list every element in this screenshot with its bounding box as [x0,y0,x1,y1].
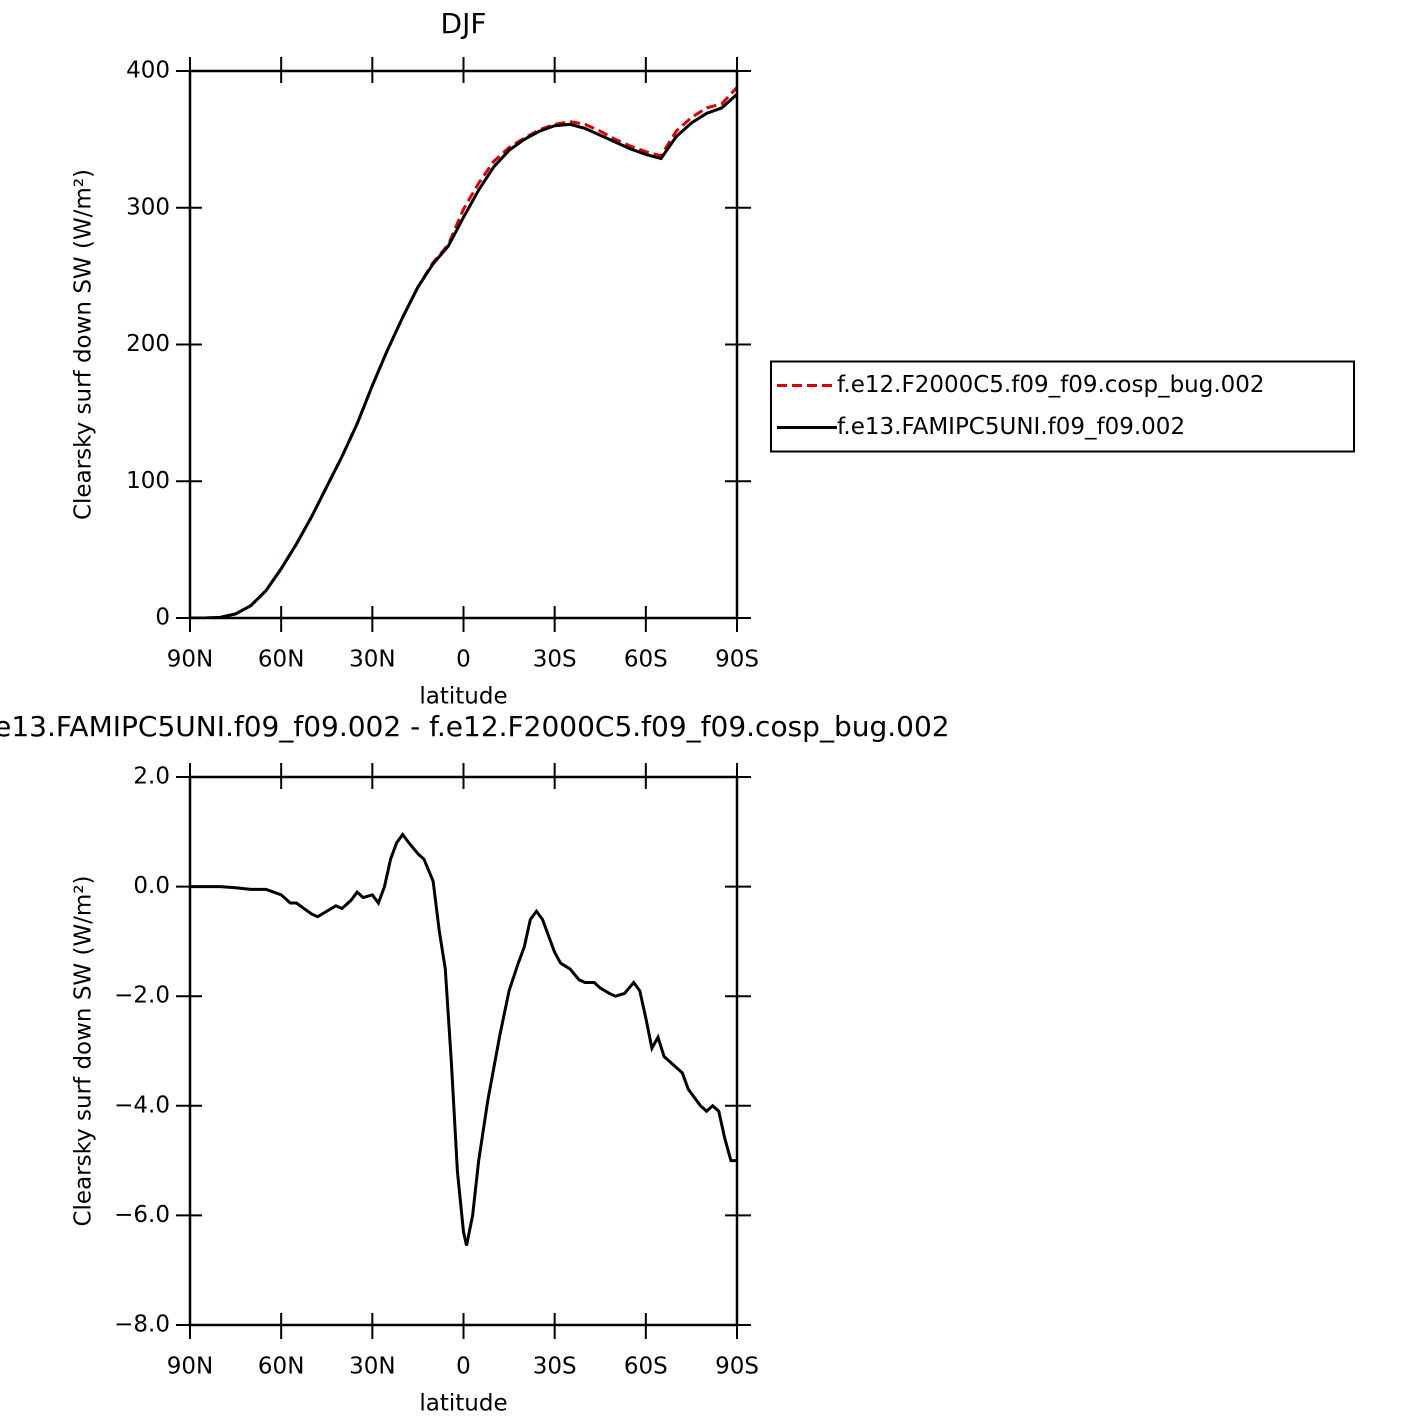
legend-label: f.e12.F2000C5.f09_f09.cosp_bug.002 [837,372,1265,398]
data-line [190,832,737,1246]
x-tick-label: 30S [533,1354,577,1380]
y-tick-label: 0.0 [133,873,170,899]
x-axis-label: latitude [419,1391,507,1417]
x-tick-label: 90S [715,647,759,673]
chart-title: f.e13.FAMIPC5UNI.f09_f09.002 - f.e12.F20… [0,710,950,743]
legend-box [770,360,1355,453]
data-line [190,93,737,618]
chart-title: DJF [441,7,487,40]
x-tick-label: 60S [624,1354,668,1380]
x-tick-label: 0 [456,647,471,673]
x-tick-label: 0 [456,1354,471,1380]
y-tick-label: −4.0 [114,1092,170,1118]
legend-label: f.e13.FAMIPC5UNI.f09_f09.002 [837,414,1185,440]
x-tick-label: 90N [167,1354,213,1380]
x-tick-label: 60S [624,647,668,673]
y-tick-label: 400 [126,58,170,84]
y-axis-label: Clearsky surf down SW (W/m²) [71,875,97,1226]
y-tick-label: 200 [126,331,170,357]
x-tick-label: 60N [258,1354,304,1380]
y-tick-label: −8.0 [114,1312,170,1338]
x-axis-label: latitude [419,684,507,710]
y-tick-label: −6.0 [114,1202,170,1228]
x-tick-label: 30S [533,647,577,673]
y-tick-label: 100 [126,468,170,494]
y-tick-label: 0 [155,605,170,631]
y-tick-label: 300 [126,194,170,220]
x-tick-label: 30N [349,1354,395,1380]
y-axis-label: Clearsky surf down SW (W/m²) [71,169,97,520]
data-line [190,86,737,618]
plot-frame [188,69,739,620]
y-tick-label: 2.0 [133,764,170,790]
y-tick-label: −2.0 [114,983,170,1009]
x-tick-label: 90S [715,1354,759,1380]
x-tick-label: 90N [167,647,213,673]
x-tick-label: 30N [349,647,395,673]
x-tick-label: 60N [258,647,304,673]
plot-frame [188,775,739,1327]
